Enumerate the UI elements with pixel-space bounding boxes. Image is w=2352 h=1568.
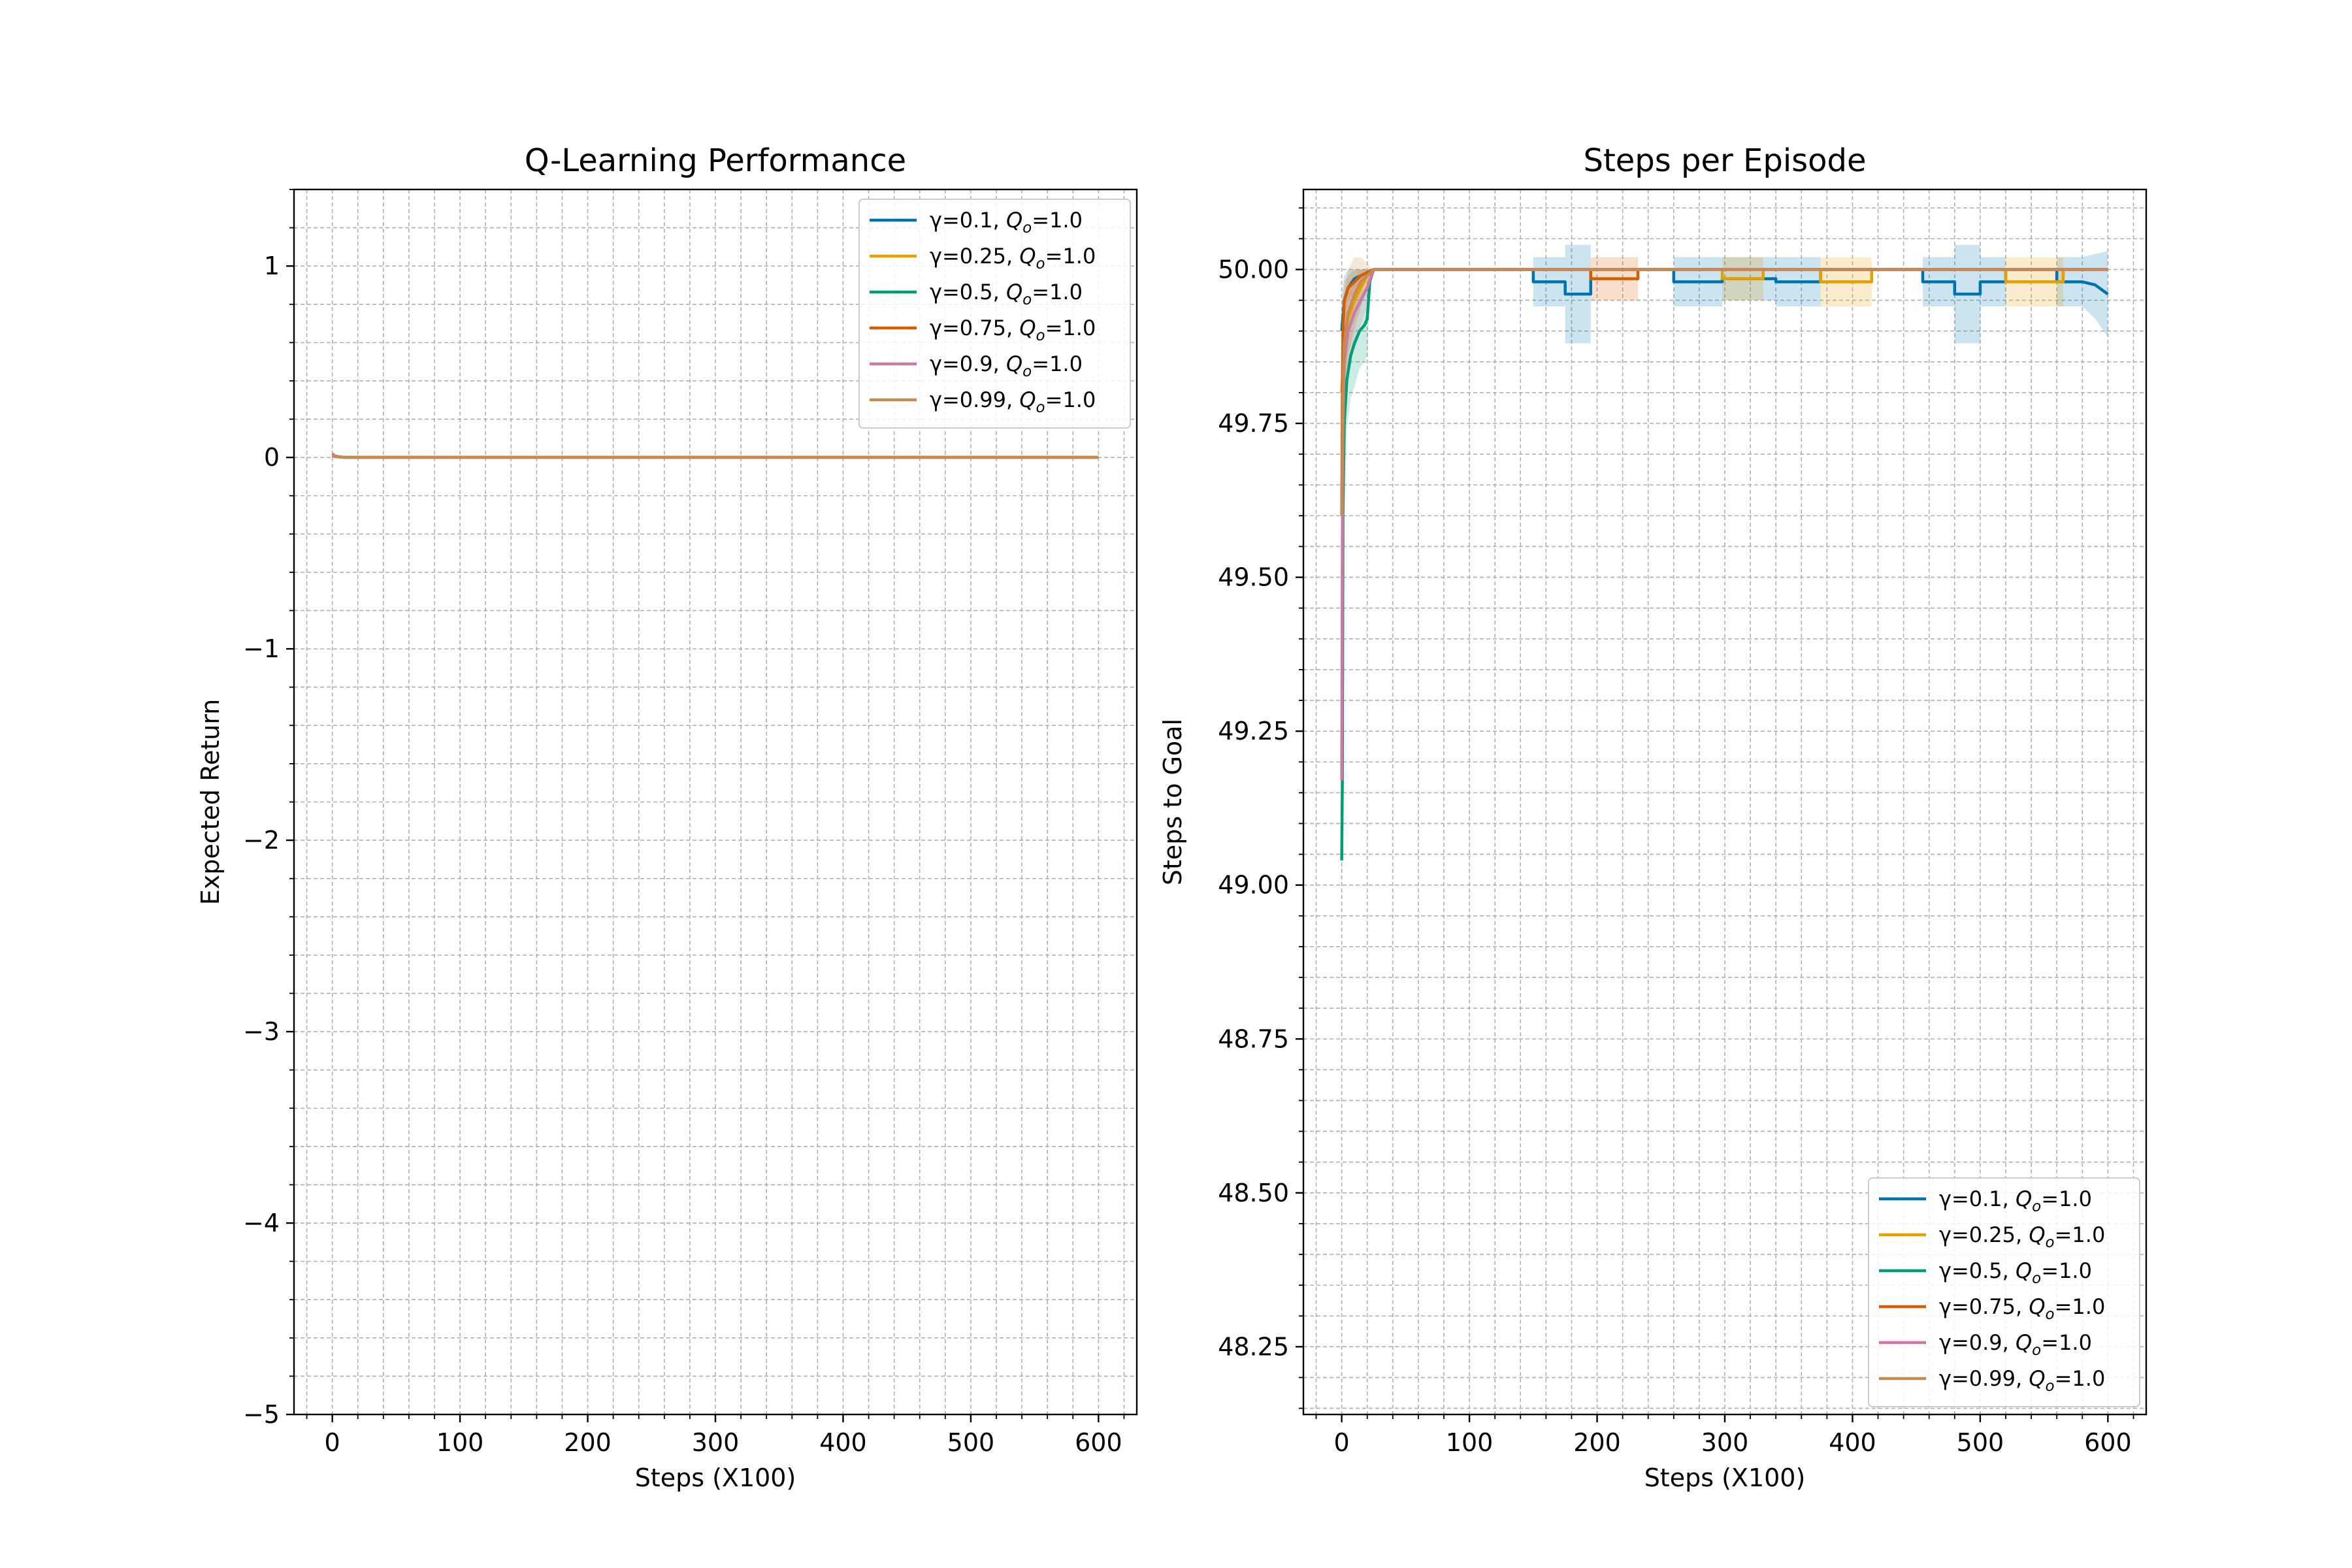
legend-entry-label: γ=0.99, Qo=1.0 [1939,1366,2105,1395]
legend-entry-label: γ=0.5, Qo=1.0 [1939,1258,2092,1287]
x-tick-label: 0 [1334,1428,1350,1457]
y-tick-label: 49.75 [1218,409,1289,438]
y-axis-label: Expected Return [196,699,225,905]
y-tick-label: 50.00 [1218,255,1289,284]
y-tick-label: 48.25 [1218,1332,1289,1361]
y-tick-label: −4 [243,1209,280,1237]
x-tick-label: 600 [2084,1428,2132,1457]
legend-entry-label: γ=0.25, Qo=1.0 [930,244,1096,272]
legend-entry-label: γ=0.9, Qo=1.0 [1939,1330,2092,1359]
series-5-line [331,452,1099,459]
y-tick-label: 49.00 [1218,871,1289,900]
x-tick-label: 600 [1075,1428,1122,1457]
x-axis-label: Steps (X100) [1644,1463,1806,1492]
y-tick-label: 49.25 [1218,717,1289,745]
x-tick-label: 400 [819,1428,867,1457]
legend-entry-label: γ=0.25, Qo=1.0 [1939,1222,2105,1251]
chart-steps-per-episode: 0 100 200 300 400 500 600 48.25 48.50 48.75 49.00 4… [1158,142,2148,1492]
y-tick-label: 0 [264,443,280,472]
legend-entry-label: γ=0.1, Qo=1.0 [930,208,1083,237]
legend-box [858,199,1131,429]
series-3-line [1340,268,2108,516]
x-tick-label: 300 [692,1428,740,1457]
x-tick-label: 300 [1701,1428,1749,1457]
legend-entry-label: γ=0.1, Qo=1.0 [1939,1186,2092,1215]
x-tick-label: 500 [1957,1428,2004,1457]
x-tick-label: 200 [564,1428,612,1457]
legend-entry-label: γ=0.75, Qo=1.0 [930,316,1096,344]
y-tick-label: 1 [264,252,280,280]
y-axis-label: Steps to Goal [1158,719,1187,885]
series-5-line [1340,268,2108,516]
x-tick-label: 100 [1446,1428,1494,1457]
x-tick-label: 0 [325,1428,340,1457]
legend-box [1868,1177,2140,1407]
y-tick-label: 49.50 [1218,563,1289,592]
legend-entry-label: γ=0.9, Qo=1.0 [930,351,1083,380]
legend: γ=0.1, Qo=1.0 γ=0.25, Qo=1.0 γ=0.5, Qo=1.0… [858,199,1131,429]
legend-entry-label: γ=0.99, Qo=1.0 [930,387,1096,416]
x-axis-label: Steps (X100) [635,1463,796,1492]
x-tick-label: 400 [1829,1428,1876,1457]
y-tick-label: −1 [243,634,280,663]
x-tick-label: 100 [436,1428,484,1457]
x-tick-label: 500 [947,1428,995,1457]
series-1-line [1340,268,2108,393]
legend-entry-label: γ=0.5, Qo=1.0 [930,280,1083,308]
y-tick-label: 48.75 [1218,1024,1289,1053]
legend: γ=0.1, Qo=1.0 γ=0.25, Qo=1.0 γ=0.5, Qo=1.0… [1868,1177,2140,1407]
chart-q-learning-performance: 0 100 200 300 400 500 600 −5 −4 −3 −2 −1 0 1 Q-Learni… [196,142,1138,1492]
legend-entry-label: γ=0.75, Qo=1.0 [1939,1294,2105,1323]
y-tick-label: 48.50 [1218,1179,1289,1207]
x-tick-label: 200 [1573,1428,1621,1457]
chart-title: Q-Learning Performance [525,142,906,179]
y-tick-label: −2 [243,826,280,855]
chart-title: Steps per Episode [1583,142,1866,179]
y-tick-label: −5 [243,1400,280,1429]
y-tick-label: −3 [243,1017,280,1046]
series-1-band [1341,257,2108,455]
